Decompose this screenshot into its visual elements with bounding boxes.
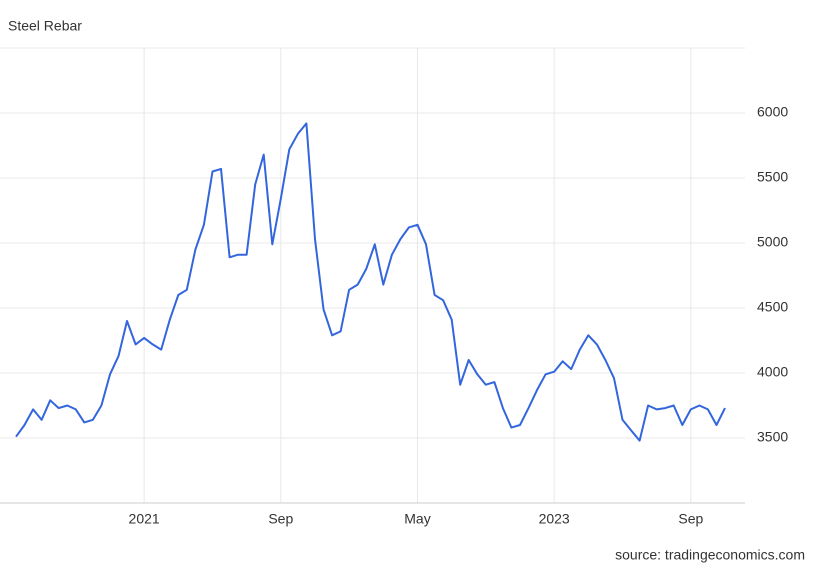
chart-title: Steel Rebar — [8, 18, 82, 34]
y-tick-label: 4000 — [757, 364, 788, 380]
x-tick-label: Sep — [268, 511, 293, 527]
x-tick-label: May — [404, 511, 430, 527]
x-tick-label: 2021 — [129, 511, 160, 527]
y-tick-label: 3500 — [757, 429, 788, 445]
y-tick-label: 5500 — [757, 169, 788, 185]
y-tick-label: 6000 — [757, 104, 788, 120]
x-tick-label: 2023 — [539, 511, 570, 527]
y-tick-label: 5000 — [757, 234, 788, 250]
x-tick-label: Sep — [678, 511, 703, 527]
source: source: tradingeconomics.com — [615, 547, 805, 563]
y-tick-label: 4500 — [757, 299, 788, 315]
price-line — [15, 122, 726, 442]
